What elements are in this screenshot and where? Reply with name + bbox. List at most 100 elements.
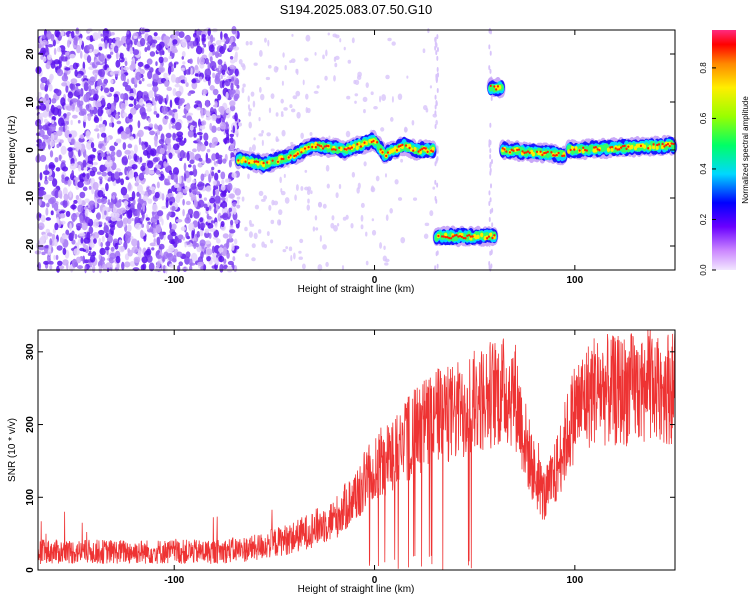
noise-speck (216, 238, 221, 244)
noise-speck (205, 116, 212, 121)
noise-speck (66, 105, 73, 111)
noise-speck (60, 220, 66, 225)
noise-speck (203, 132, 209, 142)
noise-speck (146, 160, 154, 169)
trace-mark (372, 139, 375, 143)
noise-speck (209, 56, 213, 63)
noise-speck (434, 123, 437, 129)
noise-speck (210, 34, 214, 44)
noise-speck (55, 89, 62, 97)
noise-speck (53, 59, 61, 65)
noise-speck (129, 236, 134, 240)
noise-speck (127, 248, 131, 254)
noise-speck (139, 37, 146, 47)
noise-speck (148, 262, 155, 272)
noise-speck (67, 147, 73, 152)
noise-speck (385, 214, 389, 221)
noise-speck (302, 79, 305, 86)
noise-speck (230, 152, 235, 157)
noise-speck (138, 95, 141, 100)
spectrogram-y-label: Frequency (Hz) (7, 116, 18, 185)
noise-speck (45, 126, 49, 131)
noise-speck (214, 195, 221, 204)
noise-speck (45, 164, 48, 172)
noise-speck (314, 52, 317, 56)
noise-speck (84, 216, 91, 224)
noise-speck (314, 215, 318, 221)
noise-speck (289, 104, 293, 109)
noise-speck (69, 53, 76, 59)
trace-mark (345, 148, 348, 151)
spectrogram-x-label: Height of straight line (km) (298, 284, 415, 295)
noise-speck (89, 106, 95, 111)
noise-speck (59, 213, 66, 219)
noise-speck (223, 137, 228, 145)
noise-speck (92, 264, 96, 274)
noise-speck (129, 64, 136, 71)
noise-speck (48, 260, 54, 265)
noise-speck (98, 221, 103, 225)
noise-speck (209, 85, 215, 91)
noise-speck (294, 194, 297, 201)
noise-speck (69, 163, 77, 170)
trace-mark (621, 144, 625, 148)
trace-mark (630, 144, 634, 150)
noise-speck (54, 190, 59, 199)
spectrogram-noise (34, 25, 494, 274)
trace-mark (355, 145, 359, 150)
trace-mark (627, 145, 630, 148)
noise-speck (334, 62, 338, 68)
noise-speck (37, 140, 43, 149)
noise-speck (110, 151, 116, 157)
noise-speck (435, 50, 438, 56)
trace-mark (489, 84, 492, 88)
noise-speck (175, 219, 183, 223)
noise-speck (151, 43, 156, 48)
noise-speck (211, 245, 215, 254)
trace-mark (267, 160, 271, 165)
noise-speck (57, 117, 65, 127)
noise-speck (397, 93, 403, 101)
noise-speck (199, 222, 206, 229)
trace-mark (457, 235, 460, 238)
noise-speck (115, 139, 122, 144)
trace-mark (257, 160, 260, 164)
y-tick-label: 300 (25, 343, 36, 360)
noise-speck (49, 238, 53, 246)
noise-speck (156, 210, 164, 217)
trace-mark (592, 146, 596, 149)
noise-speck (124, 261, 131, 268)
noise-speck (208, 205, 212, 210)
noise-speck (489, 148, 492, 154)
noise-speck (173, 174, 178, 183)
noise-speck (53, 254, 56, 261)
noise-speck (327, 32, 330, 36)
noise-speck (394, 179, 399, 185)
noise-speck (488, 44, 491, 50)
noise-speck (363, 109, 366, 114)
noise-speck (203, 197, 207, 201)
trace-mark (437, 234, 440, 238)
noise-speck (115, 51, 119, 60)
noise-speck (267, 64, 272, 69)
noise-speck (488, 65, 491, 71)
noise-speck (290, 108, 296, 113)
noise-speck (154, 81, 159, 86)
noise-speck (57, 260, 63, 266)
noise-speck (168, 244, 175, 252)
noise-speck (490, 95, 493, 101)
noise-speck (211, 136, 219, 146)
noise-speck (101, 171, 107, 177)
noise-speck (186, 213, 190, 221)
noise-speck (282, 248, 287, 253)
noise-speck (127, 217, 132, 225)
noise-speck (121, 156, 129, 166)
noise-speck (174, 97, 180, 104)
noise-speck (103, 87, 110, 94)
trace-mark (642, 144, 647, 149)
noise-speck (198, 76, 203, 81)
noise-speck (157, 266, 162, 272)
noise-speck (324, 75, 328, 81)
trace-mark (598, 149, 601, 152)
noise-speck (360, 224, 364, 230)
